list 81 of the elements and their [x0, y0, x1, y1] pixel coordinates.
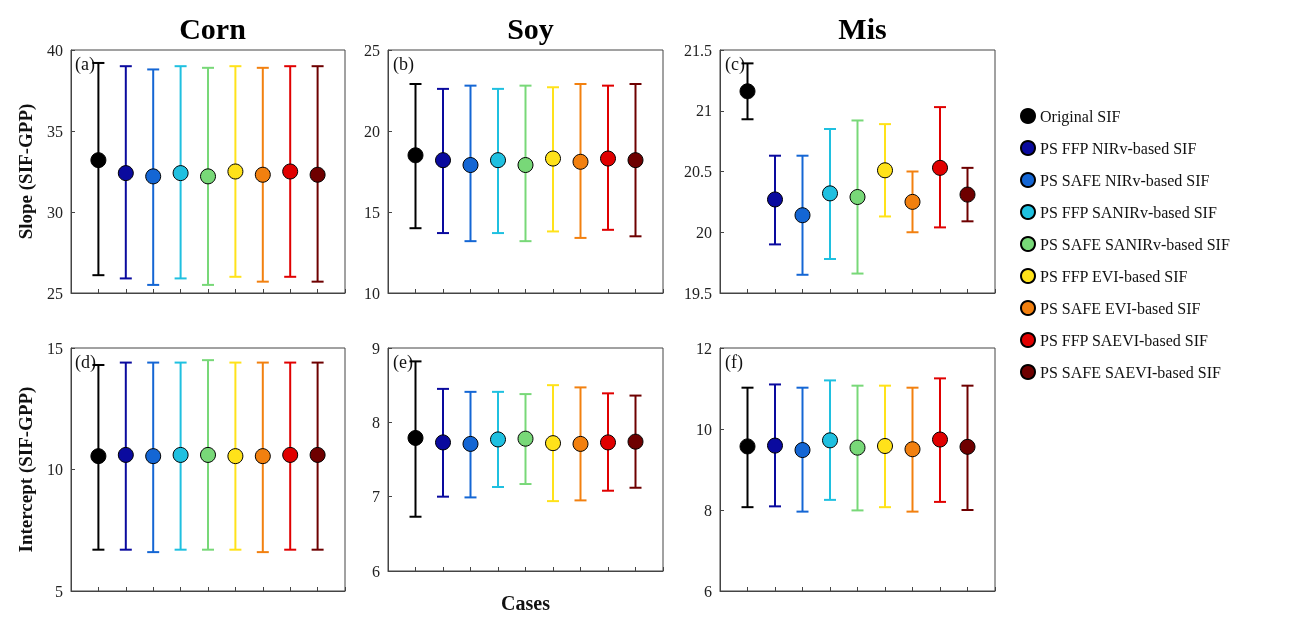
y-tick-label: 20.5 [684, 163, 712, 180]
point [959, 438, 976, 455]
y-tick-label: 21.5 [684, 41, 712, 59]
legend-label: PS FFP EVI-based SIF [1040, 267, 1188, 285]
point [172, 165, 189, 182]
y-tick-label: 40 [47, 41, 63, 59]
legend-label: PS FFP SAEVI-based SIF [1040, 331, 1208, 349]
chart-title: Mis [838, 11, 887, 45]
y-tick-label: 10 [364, 284, 380, 302]
y-tick-label: 19.5 [684, 284, 712, 302]
point [849, 439, 866, 456]
point [117, 165, 134, 182]
point [959, 186, 976, 203]
point [407, 429, 424, 446]
annotation: (e) [393, 352, 413, 373]
point [794, 207, 811, 224]
y-tick-label: 7 [372, 488, 380, 506]
point [822, 185, 838, 202]
point [282, 163, 299, 180]
point [849, 189, 866, 206]
point [145, 168, 162, 185]
point [435, 434, 451, 451]
y-tick-label: 25 [364, 41, 380, 59]
annotation: (b) [393, 54, 414, 75]
y-tick-label: 21 [696, 102, 712, 120]
legend-label: PS SAFE SAEVI-based SIF [1040, 363, 1222, 381]
y-tick-label: 9 [372, 339, 380, 357]
y-tick-label: 6 [704, 582, 712, 600]
point [739, 438, 756, 455]
point [627, 433, 644, 450]
y-tick-label: 15 [47, 339, 63, 357]
point [309, 166, 326, 183]
y-tick-label: 6 [372, 562, 380, 580]
point [932, 159, 948, 176]
point [254, 166, 271, 183]
point [545, 435, 561, 452]
point [572, 435, 589, 452]
point [517, 430, 534, 447]
legend-label: PS SAFE NIRv-based SIF [1040, 171, 1210, 189]
point [490, 431, 506, 448]
y-tick-label: 12 [696, 339, 712, 357]
y-tick-label: 35 [47, 122, 63, 140]
point [462, 435, 479, 452]
y-tick-label: 10 [47, 461, 63, 478]
annotation: (d) [75, 352, 96, 373]
y-tick-label: 25 [47, 284, 63, 302]
annotation: (f) [725, 352, 743, 373]
point [904, 193, 921, 210]
point [600, 434, 616, 451]
y-tick-label: 20 [364, 122, 380, 140]
y-tick-label: 30 [47, 203, 63, 221]
y-tick-label: 15 [364, 203, 380, 221]
legend-label: PS FFP SANIRv-based SIF [1040, 203, 1217, 221]
point [739, 83, 756, 100]
point [877, 162, 893, 179]
legend-label: PS SAFE EVI-based SIF [1040, 299, 1201, 317]
y-tick-label: 20 [696, 223, 712, 241]
annotation: (a) [75, 54, 95, 75]
chart-title: Corn [179, 11, 247, 45]
y-tick-label: 8 [704, 501, 712, 519]
x-axis-title: Cases [501, 592, 551, 614]
point [877, 438, 893, 455]
point [200, 168, 216, 185]
annotation: (c) [725, 54, 745, 75]
legend-label: Original SIF [1040, 107, 1121, 126]
point [822, 432, 838, 449]
legend-label: PS FFP NIRv-based SIF [1040, 139, 1197, 157]
y-axis-title: Intercept (SIF-GPP) [15, 386, 37, 553]
y-tick-label: 8 [372, 413, 380, 431]
point [90, 152, 107, 169]
point [227, 163, 244, 180]
y-axis-title: Slope (SIF-GPP) [15, 103, 37, 240]
y-tick-label: 10 [696, 420, 712, 438]
legend-label: PS SAFE SANIRv-based SIF [1040, 235, 1230, 253]
y-tick-label: 5 [55, 582, 63, 600]
point [767, 191, 783, 208]
point [932, 431, 948, 448]
point [794, 442, 811, 459]
point [767, 437, 783, 454]
chart-title: Soy [507, 11, 554, 45]
point [904, 441, 921, 458]
